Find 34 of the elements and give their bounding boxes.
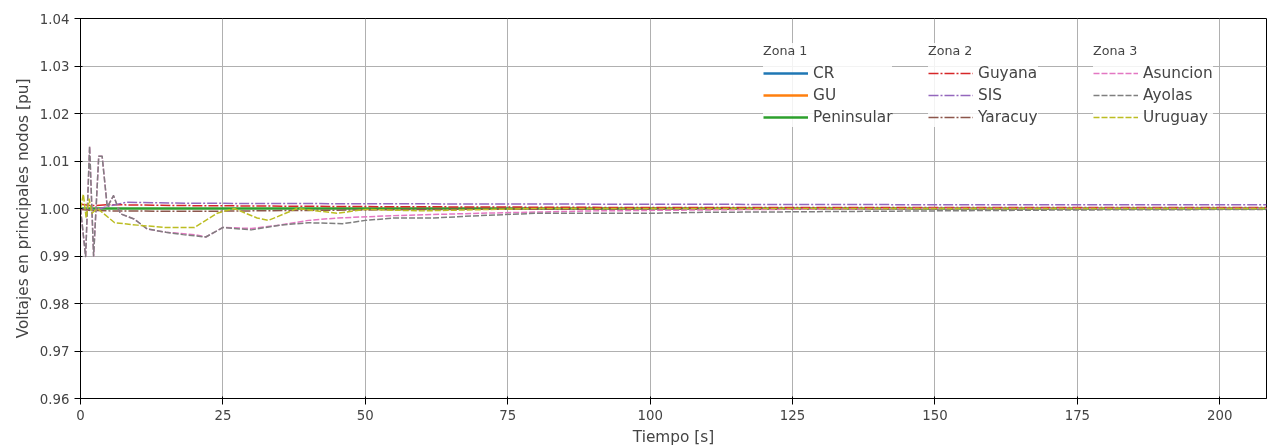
y-tick-label: 1.04 xyxy=(39,11,70,27)
y-tick-label: 0.99 xyxy=(39,249,70,264)
legend-label: GU xyxy=(813,86,837,104)
x-tick-label: 0 xyxy=(76,407,85,423)
x-tick-label: 200 xyxy=(1207,407,1233,423)
y-tick-label: 1.02 xyxy=(39,106,70,122)
y-axis-title: Voltajes en principales nodos [pu] xyxy=(13,78,32,339)
legend-label: Guyana xyxy=(978,64,1038,82)
legend-label: Uruguay xyxy=(1143,108,1209,126)
line-series xyxy=(80,145,1267,258)
x-tick-label: 100 xyxy=(637,407,663,423)
y-tick-label: 1.01 xyxy=(39,154,70,169)
x-tick-label: 50 xyxy=(356,407,374,423)
line-series xyxy=(80,193,1267,229)
annotation: Zona 2 xyxy=(928,43,974,58)
x-tick-label: 150 xyxy=(922,407,948,423)
legend-label: Asuncion xyxy=(1143,64,1213,82)
legend-label: SIS xyxy=(978,86,1002,104)
y-tick-label: 1.03 xyxy=(39,59,70,74)
x-tick-label: 175 xyxy=(1064,407,1091,423)
y-tick-label: 0.96 xyxy=(39,391,70,407)
annotation: Zona 1 xyxy=(763,43,809,58)
y-tick-label: 1.00 xyxy=(39,201,70,217)
legend-label: Peninsular xyxy=(813,108,893,126)
x-axis-title: Tiempo [s] xyxy=(631,427,715,446)
y-tick-label: 0.98 xyxy=(39,296,70,312)
legend-label: Ayolas xyxy=(1143,86,1193,104)
legend-label: CR xyxy=(813,64,835,82)
x-tick-label: 25 xyxy=(214,407,232,423)
annotation: Zona 3 xyxy=(1093,43,1139,58)
legend-label: Yaracuy xyxy=(978,108,1038,126)
y-tick-label: 0.97 xyxy=(39,344,70,359)
x-tick-label: 125 xyxy=(779,407,806,423)
x-tick-label: 75 xyxy=(499,407,517,423)
